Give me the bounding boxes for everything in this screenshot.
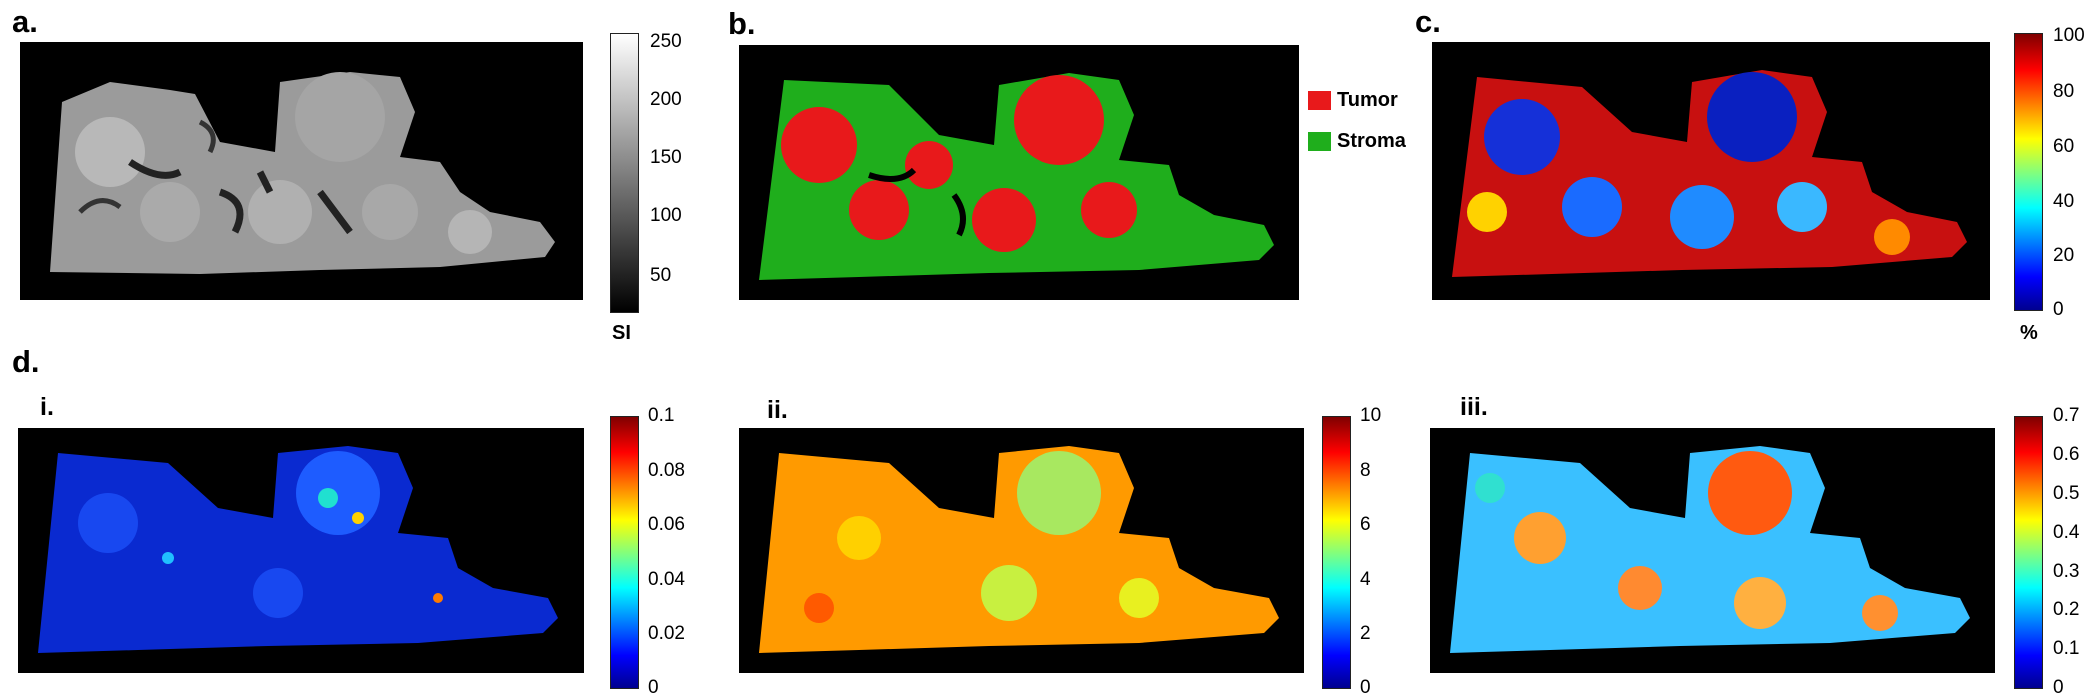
panel-c-colorbar [2014, 33, 2043, 311]
panel-d-i-tick-0.02: 0.02 [648, 623, 685, 644]
panel-d-ii-tick-2: 2 [1360, 623, 1371, 644]
panel-a-colorbar-unit: SI [612, 322, 631, 344]
panel-d-ii-tick-4: 4 [1360, 569, 1371, 590]
panel-d-ii-map [739, 428, 1304, 673]
legend-stroma: Stroma [1308, 130, 1406, 153]
panel-d-iii-colorbar [2014, 416, 2043, 689]
panel-a-tick-100: 100 [650, 205, 682, 226]
panel-d-ii-tick-6: 6 [1360, 514, 1371, 535]
panel-c-tick-40: 40 [2053, 191, 2075, 212]
panel-a-tick-250: 250 [650, 31, 682, 52]
panel-d-iii-tick-0.3: 0.3 [2053, 561, 2080, 582]
legend-tumor-swatch [1308, 91, 1331, 110]
panel-d-i-map [18, 428, 584, 673]
panel-a-tick-200: 200 [650, 89, 682, 110]
panel-c-tick-20: 20 [2053, 245, 2075, 266]
panel-d-ii-tick-10: 10 [1360, 405, 1382, 426]
panel-d-iii-tick-0.5: 0.5 [2053, 483, 2080, 504]
panel-d-iii-label: iii. [1460, 393, 1488, 421]
panel-c-tick-60: 60 [2053, 136, 2075, 157]
panel-d-i-colorbar [610, 416, 639, 689]
panel-b-classification-map [739, 45, 1299, 300]
panel-a-label: a. [12, 4, 38, 39]
panel-d-i-label: i. [40, 393, 54, 421]
panel-d-ii-colorbar [1322, 416, 1351, 689]
panel-c-label: c. [1415, 4, 1441, 39]
panel-d-i-tick-0.04: 0.04 [648, 569, 685, 590]
panel-a-tick-50: 50 [650, 265, 672, 286]
panel-d-iii-tick-0.6: 0.6 [2053, 444, 2080, 465]
panel-d-iii-tick-0: 0 [2053, 677, 2064, 698]
panel-c-colorbar-unit: % [2020, 322, 2038, 344]
panel-d-i-tick-0.08: 0.08 [648, 460, 685, 481]
panel-b-label: b. [728, 6, 756, 41]
panel-d-i-tick-0.1: 0.1 [648, 405, 675, 426]
panel-a-grayscale-image [20, 42, 583, 300]
panel-d-i-tick-0: 0 [648, 677, 659, 698]
panel-c-tick-100: 100 [2053, 25, 2085, 46]
panel-d-iii-tick-0.4: 0.4 [2053, 522, 2080, 543]
panel-a-tick-150: 150 [650, 147, 682, 168]
legend-tumor-label: Tumor [1337, 89, 1398, 111]
panel-d-iii-tick-0.1: 0.1 [2053, 638, 2080, 659]
panel-d-iii-map [1430, 428, 1995, 673]
legend-stroma-label: Stroma [1337, 130, 1406, 152]
panel-d-i-tick-0.06: 0.06 [648, 514, 685, 535]
panel-a-colorbar [610, 33, 639, 313]
panel-d-label: d. [12, 344, 40, 379]
panel-d-iii-tick-0.2: 0.2 [2053, 599, 2080, 620]
panel-c-percentage-map [1432, 42, 1990, 300]
panel-d-ii-tick-0: 0 [1360, 677, 1371, 698]
legend-tumor: Tumor [1308, 89, 1398, 112]
panel-d-iii-tick-0.7: 0.7 [2053, 405, 2080, 426]
panel-d-ii-tick-8: 8 [1360, 460, 1371, 481]
legend-stroma-swatch [1308, 132, 1331, 151]
panel-d-ii-label: ii. [767, 396, 788, 424]
panel-c-tick-80: 80 [2053, 81, 2075, 102]
panel-c-tick-0: 0 [2053, 299, 2064, 320]
